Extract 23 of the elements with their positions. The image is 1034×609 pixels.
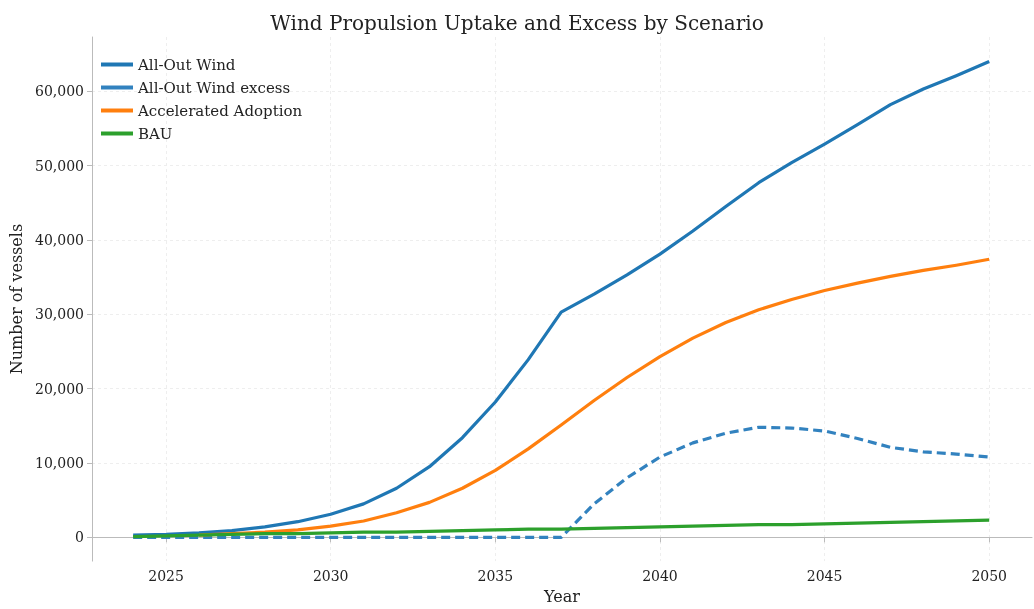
x-tick-label: 2025 [148,568,184,585]
y-tick-label: 30,000 [35,306,84,323]
line-series [131,518,991,539]
y-tick-label: 20,000 [35,380,84,397]
legend-label: All-Out Wind [137,55,236,74]
y-tick-label: 0 [75,529,84,546]
x-axis-title: Year [543,586,581,606]
y-tick-label: 10,000 [35,454,84,471]
x-tick-label: 2050 [971,568,1008,585]
legend-label: Accelerated Adoption [137,101,303,120]
y-axis-title: Number of vessels [6,223,26,375]
x-tick-label: 2030 [312,568,349,585]
line-series [131,425,991,539]
x-tick-label: 2035 [477,568,514,585]
legend-label: BAU [138,124,173,143]
x-tick-label: 2045 [806,568,843,585]
y-tick-label: 50,000 [35,157,84,174]
y-tick-label: 40,000 [35,231,84,248]
y-tick-label: 60,000 [35,83,84,100]
legend-label: All-Out Wind excess [137,78,291,97]
chart-title: Wind Propulsion Uptake and Excess by Scenario [270,11,764,35]
x-tick-label: 2040 [642,568,678,585]
line-series [131,59,991,537]
